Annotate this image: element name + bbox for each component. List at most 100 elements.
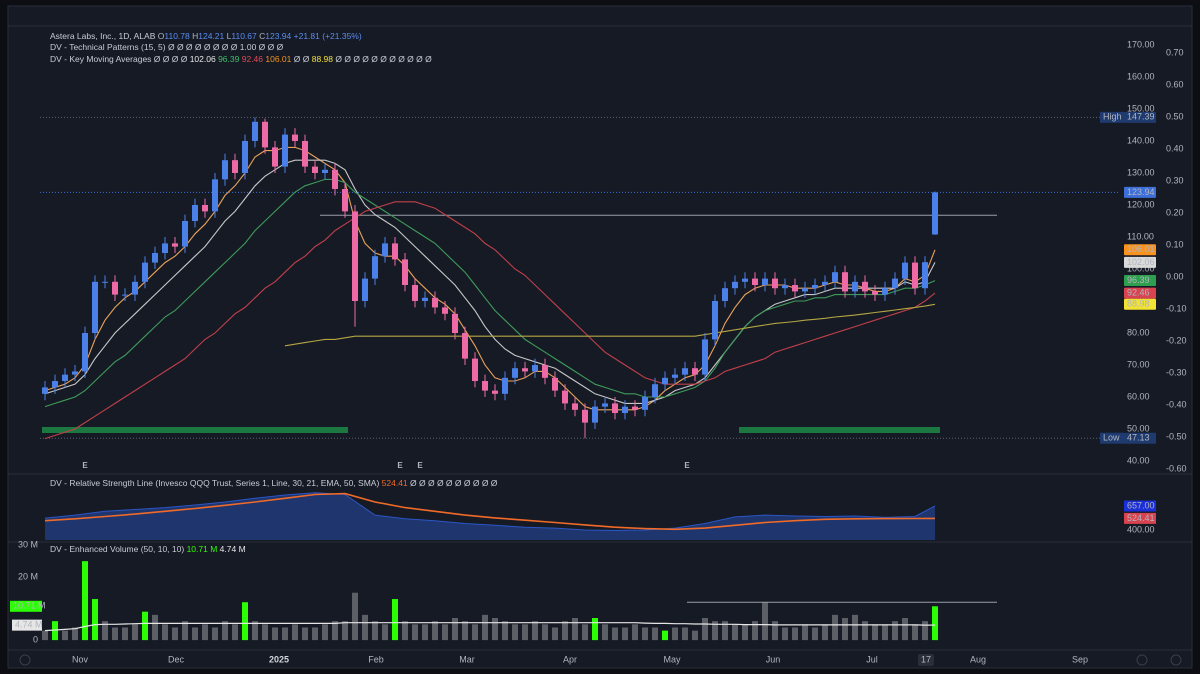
volume-bar	[922, 621, 928, 641]
ma-value: 92.46	[242, 54, 264, 64]
percent-tick-label: -0.40	[1166, 399, 1187, 409]
volume-ma	[44, 622, 935, 632]
volume-bar	[802, 624, 808, 641]
candle-body	[192, 204, 198, 221]
x-tick-label: May	[663, 654, 681, 664]
moving-average	[44, 159, 936, 404]
volume-bar	[612, 627, 618, 641]
percent-tick-label: -0.30	[1166, 367, 1187, 377]
volume-bar	[842, 618, 848, 641]
volume-bar	[762, 602, 768, 641]
volume-bar	[302, 627, 308, 641]
high-label: High	[1103, 112, 1122, 122]
candle-body	[82, 333, 88, 372]
last-price-tag: 123.94	[1127, 187, 1155, 197]
ohlc-label: H	[192, 31, 198, 41]
rs-tag-bg	[1124, 512, 1156, 524]
candle-body	[342, 188, 348, 212]
signal-band	[739, 427, 940, 433]
candle-body	[702, 339, 708, 375]
volume-bar	[882, 624, 888, 641]
candle-body	[472, 358, 478, 382]
candle-body	[872, 291, 878, 295]
volume-bar	[222, 621, 228, 641]
ma-tag-bg	[1124, 287, 1156, 299]
ma-tag-bg	[1124, 256, 1156, 268]
volume-bar	[572, 618, 578, 641]
percent-tick-label: 0.10	[1166, 239, 1184, 249]
price-tick-label: 100.00	[1127, 263, 1155, 273]
volume-bar	[92, 599, 98, 641]
rs-line	[44, 492, 936, 531]
volume-bar	[752, 621, 758, 641]
volume-bar	[172, 627, 178, 641]
low-label-bg	[1100, 432, 1124, 444]
candle-body	[302, 140, 308, 167]
volume-bar	[402, 621, 408, 641]
candle-body	[462, 333, 468, 359]
candle-body	[152, 253, 158, 263]
x-tick-label: Apr	[563, 654, 577, 664]
rs-legend: DV - Relative Strength Line (Invesco QQQ…	[50, 478, 498, 488]
rs-value: 524.41	[382, 478, 408, 488]
volume-ma-tag-bg	[12, 619, 42, 631]
percent-tick-label: -0.20	[1166, 335, 1187, 345]
log-button[interactable]	[1170, 654, 1182, 666]
volume-bar	[182, 621, 188, 641]
volume-bar	[542, 624, 548, 641]
price-tick-label: 130.00	[1127, 167, 1155, 177]
price-tick-label: 150.00	[1127, 103, 1155, 113]
ohlc-label: O	[158, 31, 165, 41]
volume-bar	[732, 624, 738, 641]
price-tick-label: 110.00	[1127, 231, 1154, 241]
volume-bar	[442, 624, 448, 641]
volume-tag: 10.71 M	[13, 601, 46, 611]
ohlc-label: L	[227, 31, 232, 41]
volume-bar	[862, 621, 868, 641]
low-label: Low	[1103, 433, 1120, 443]
volume-bar	[532, 621, 538, 641]
ma-tag-bg	[1124, 275, 1156, 287]
volume-bar	[662, 630, 668, 641]
candle-body	[362, 278, 368, 302]
candle-body	[732, 281, 738, 289]
indicator-values: Ø Ø	[294, 54, 310, 64]
volume-bar	[782, 627, 788, 641]
panel-background	[7, 5, 1193, 669]
price-tick-label: 50.00	[1127, 423, 1150, 433]
volume-bar	[112, 627, 118, 641]
volume-bar	[482, 614, 488, 641]
price-tick-label: 160.00	[1127, 71, 1155, 81]
candle-body	[282, 134, 288, 167]
volume-bar	[252, 621, 258, 641]
volume-bar	[202, 624, 208, 641]
candle-body	[332, 169, 338, 189]
candle-body	[492, 390, 498, 394]
indicator-values: Ø Ø Ø Ø Ø Ø Ø Ø Ø Ø	[410, 478, 498, 488]
candle-body	[432, 297, 438, 308]
volume-bar	[462, 621, 468, 641]
auto-button[interactable]	[1136, 654, 1148, 666]
candle-body	[882, 288, 888, 295]
volume-bar	[742, 624, 748, 641]
volume-bar	[422, 624, 428, 641]
candle-body	[412, 285, 418, 302]
ma-value: 102.06	[190, 54, 216, 64]
x-tick-label: Dec	[168, 654, 185, 664]
high-tag-bg	[1124, 111, 1156, 123]
candle-body	[802, 288, 808, 292]
price-tick-label: 80.00	[1127, 327, 1150, 337]
low-tag-bg	[1124, 432, 1156, 444]
candle-body	[862, 281, 868, 292]
volume-bar	[682, 627, 688, 641]
volume-bar	[412, 624, 418, 641]
indicator-name: DV - Relative Strength Line (Invesco QQQ…	[50, 478, 379, 488]
volume-bar	[62, 630, 68, 641]
indicator-legend: DV - Technical Patterns (15, 5) Ø Ø Ø Ø …	[50, 42, 284, 52]
candle-body	[682, 368, 688, 375]
zoom-button[interactable]	[19, 654, 31, 666]
moving-average	[44, 201, 936, 440]
signal-band	[42, 427, 348, 433]
candle-body	[322, 169, 328, 173]
